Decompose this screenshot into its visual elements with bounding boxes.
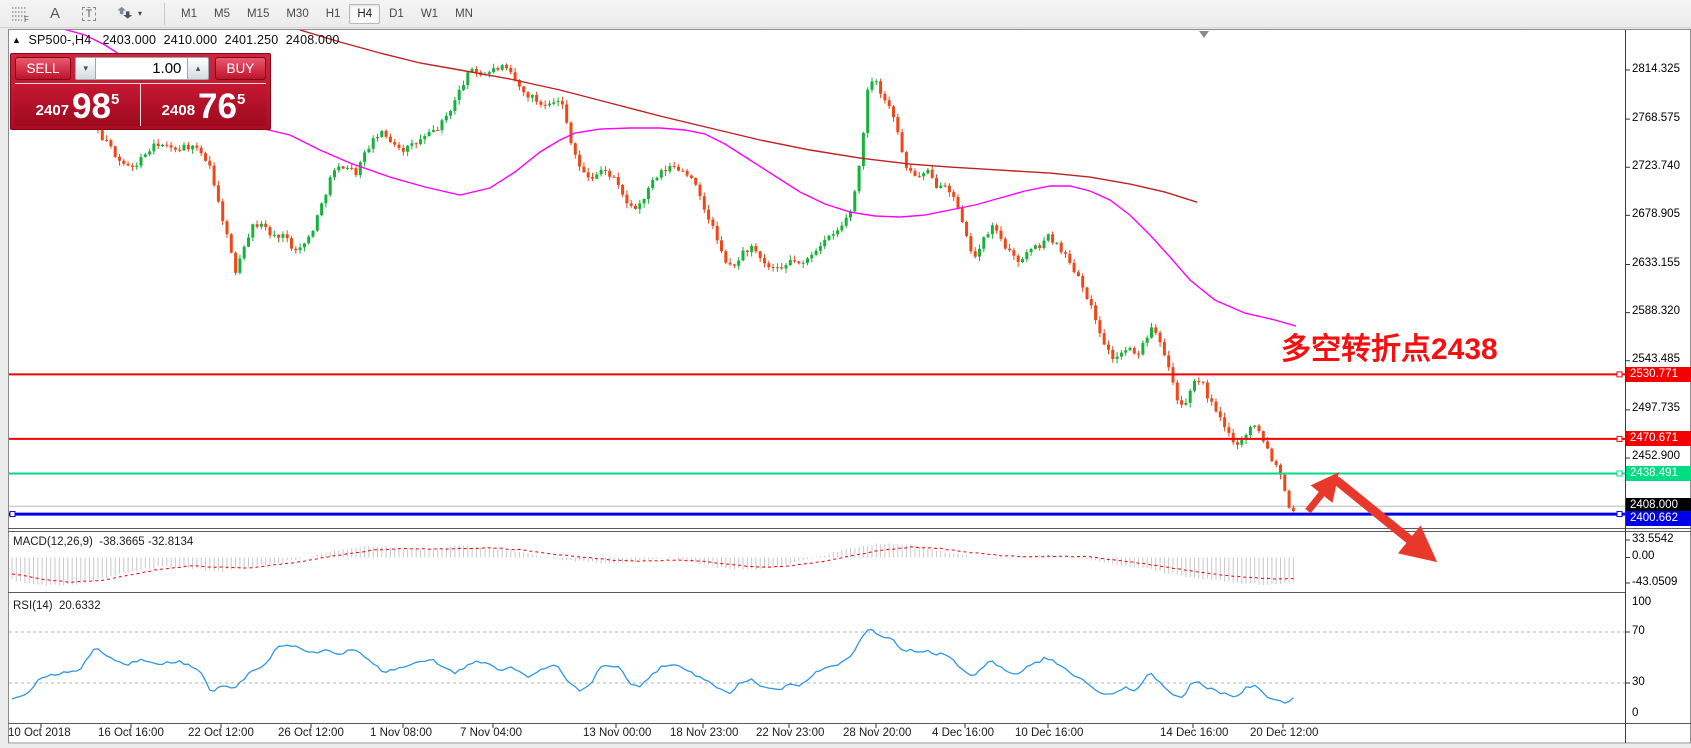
buy-quote[interactable]: 2408 76 5	[141, 83, 266, 126]
sell-quote[interactable]: 2407 98 5	[15, 83, 141, 126]
time-axis-label: 22 Nov 23:00	[756, 727, 825, 739]
time-axis-label: 14 Dec 16:00	[1160, 727, 1229, 739]
timeframe-button-w1[interactable]: W1	[420, 7, 439, 20]
macd-name: MACD(12,26,9)	[13, 536, 93, 548]
price-axis-tick: 2543.485	[1632, 353, 1680, 366]
chart-text-annotation: 多空转折点2438	[1281, 333, 1498, 366]
buy-price-pip: 5	[236, 91, 246, 108]
indicators-dropdown-icon[interactable]: ▾	[110, 3, 150, 25]
macd-indicator-label: MACD(12,26,9) -38.3665 -32.8134	[13, 536, 193, 548]
one-click-trade-panel: SELL ▾ ▴ BUY 2407 98 5 2408 76 5	[10, 53, 271, 130]
time-axis-label: 20 Dec 12:00	[1250, 727, 1319, 739]
timeframe-button-group: M1 M5 M15 M30 H1 H4 D1 W1 MN	[173, 3, 482, 24]
timeframe-button-d1[interactable]: D1	[389, 7, 404, 20]
buy-price-big-digits: 76	[198, 87, 237, 127]
time-axis-label: 26 Oct 12:00	[278, 727, 344, 739]
cursor-tool-icon[interactable]: A	[49, 5, 60, 22]
price-axis-tick: 2633.155	[1632, 256, 1680, 269]
main-toolbar: F A T ▾ M1 M5 M15 M30 H1 H4 D1 W1 MN	[0, 0, 1691, 28]
timeframe-button-m15[interactable]: M15	[246, 7, 270, 20]
volume-input[interactable]	[96, 57, 188, 80]
price-axis-tick: 2723.740	[1632, 159, 1680, 172]
rsi-indicator-label: RSI(14) 20.6332	[13, 600, 101, 612]
buy-price-integer: 2408	[161, 102, 196, 119]
time-axis-label: 10 Dec 16:00	[1015, 727, 1084, 739]
svg-text:F: F	[24, 15, 29, 22]
timeframe-button-m1[interactable]: M1	[181, 7, 197, 20]
time-axis-label: 22 Oct 12:00	[188, 727, 254, 739]
time-axis-label: 4 Dec 16:00	[932, 727, 995, 739]
price-axis-tick: 2768.575	[1632, 111, 1680, 124]
time-axis-label: 1 Nov 08:00	[370, 727, 433, 739]
price-axis-tag: 2400.662	[1626, 510, 1691, 526]
text-label-tool-icon[interactable]: T	[76, 3, 102, 25]
text-tool-glyph: T	[81, 6, 97, 21]
symbol-period-label: SP500-,H4	[28, 33, 92, 47]
macd-axis-tick: 0.00	[1632, 550, 1655, 562]
price-axis-tick: 2497.735	[1632, 402, 1680, 415]
rsi-axis-tick: 100	[1632, 595, 1652, 608]
trade-panel-controls: SELL ▾ ▴ BUY	[11, 54, 270, 83]
timeframe-button-mn[interactable]: MN	[455, 7, 473, 20]
time-axis-label: 10 Oct 2018	[8, 727, 71, 739]
price-axis-tick: 2588.320	[1632, 305, 1680, 318]
collapse-triangle-icon: ▲	[12, 35, 22, 45]
rsi-axis-tick: 0	[1632, 706, 1639, 719]
rsi-axis-tick: 30	[1632, 675, 1645, 688]
bar-low-value: 2401.250	[224, 33, 279, 47]
price-axis-tag: 2470.671	[1626, 431, 1691, 447]
buy-button[interactable]: BUY	[214, 57, 266, 80]
sell-price-pip: 5	[110, 91, 120, 108]
price-axis-tick: 2452.900	[1632, 450, 1680, 463]
volume-increase-button[interactable]: ▴	[187, 57, 209, 80]
price-axis-tag: 2438.491	[1626, 465, 1691, 481]
time-axis-label: 16 Oct 16:00	[98, 727, 164, 739]
sell-button[interactable]: SELL	[15, 57, 72, 80]
time-axis-label: 13 Nov 00:00	[583, 727, 652, 739]
timeframe-button-m30[interactable]: M30	[286, 7, 309, 20]
time-axis-label: 7 Nov 04:00	[460, 727, 523, 739]
bar-high-value: 2410.000	[163, 33, 218, 47]
macd-axis-tick: 33.5542	[1632, 532, 1674, 545]
timeframe-button-m5[interactable]: M5	[213, 7, 230, 20]
price-axis-tag: 2408.000	[1626, 497, 1691, 513]
timeframe-button-h1[interactable]: H1	[325, 7, 341, 20]
bar-close-value: 2408.000	[285, 33, 340, 47]
price-axis-tick: 2814.325	[1632, 62, 1680, 75]
rsi-value: 20.6332	[59, 600, 101, 612]
price-axis-tag: 2530.771	[1626, 366, 1691, 382]
toolbar-separator	[164, 2, 165, 25]
trade-panel-quotes: 2407 98 5 2408 76 5	[15, 83, 266, 126]
sell-price-integer: 2407	[35, 102, 70, 119]
time-axis-label: 28 Nov 20:00	[843, 727, 912, 739]
macd-values: -38.3665 -32.8134	[99, 536, 194, 548]
volume-decrease-button[interactable]: ▾	[75, 57, 97, 80]
time-axis-label: 18 Nov 23:00	[670, 727, 739, 739]
timeframe-button-h4[interactable]: H4	[349, 3, 381, 24]
price-axis-tick: 2678.905	[1632, 207, 1680, 220]
rsi-axis-tick: 70	[1632, 624, 1645, 637]
chevron-down-icon: ▾	[137, 9, 142, 18]
rsi-name: RSI(14)	[13, 600, 53, 612]
tick-chart-icon[interactable]: F	[8, 3, 34, 25]
bar-open-value: 2403.000	[102, 33, 157, 47]
macd-axis-tick: -43.0509	[1632, 575, 1678, 588]
sell-price-big-digits: 98	[72, 87, 111, 127]
chart-window-title: ▲ SP500-,H4 2403.000 2410.000 2401.250 2…	[12, 33, 340, 47]
